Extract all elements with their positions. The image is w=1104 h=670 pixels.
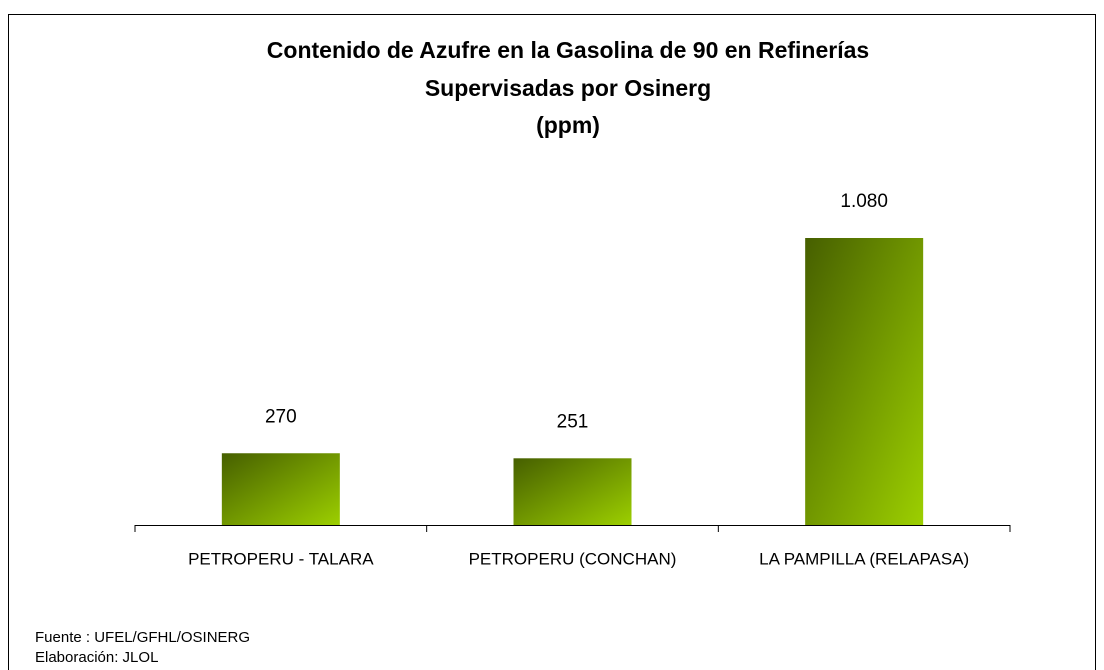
bar — [805, 238, 924, 525]
chart-title: Supervisadas por Osinerg — [425, 75, 711, 101]
x-tick-label: PETROPERU (CONCHAN) — [469, 549, 677, 568]
value-label: 251 — [557, 411, 589, 432]
chart-title: Contenido de Azufre en la Gasolina de 90… — [267, 37, 869, 63]
chart-frame — [8, 14, 1096, 670]
bar — [513, 458, 632, 525]
bar — [221, 453, 340, 525]
value-label: 270 — [265, 406, 297, 427]
chart-title: (ppm) — [536, 112, 600, 138]
value-label: 1.080 — [840, 191, 888, 212]
source-note: Elaboración: JLOL — [35, 649, 158, 666]
source-note: Fuente : UFEL/GFHL/OSINERG — [35, 629, 250, 646]
x-tick-label: PETROPERU - TALARA — [188, 549, 374, 568]
x-tick-label: LA PAMPILLA (RELAPASA) — [759, 549, 969, 568]
